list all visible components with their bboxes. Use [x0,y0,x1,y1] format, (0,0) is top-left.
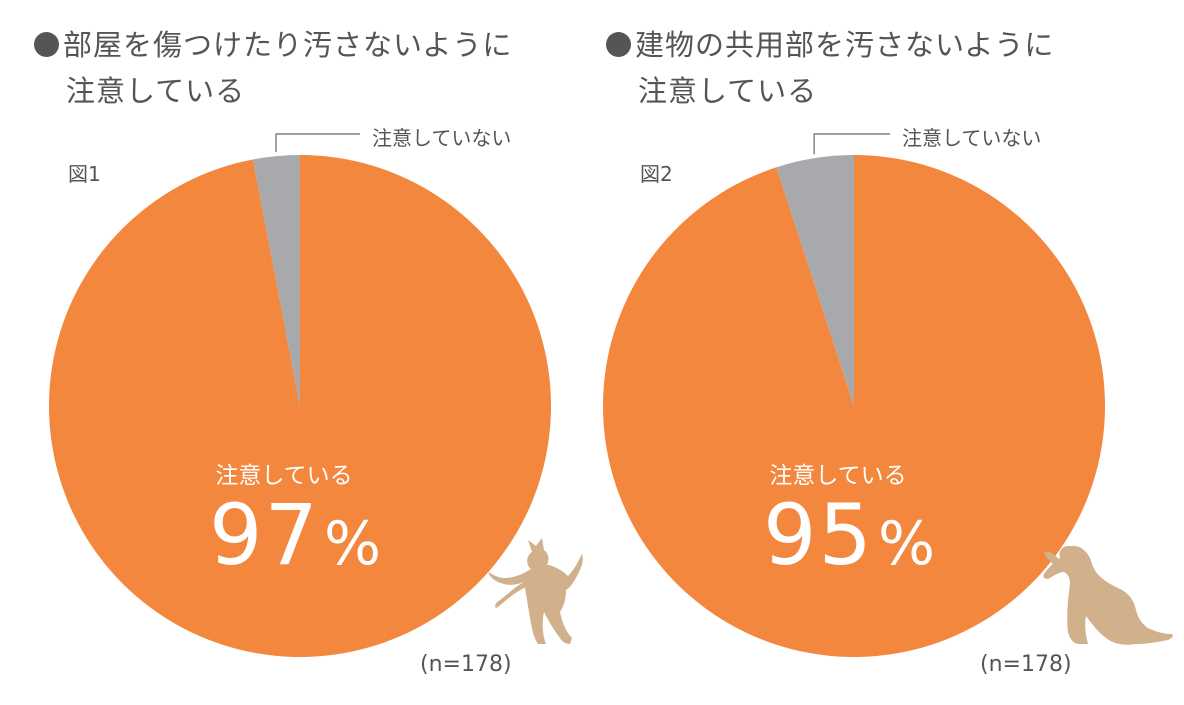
figure-label: 図1 [68,162,101,186]
chart-panel-1: 部屋を傷つけたり汚さないように 注意している 図1 注意していない 注意している… [34,22,583,677]
slice-label-careful: 注意している [215,463,353,489]
bullet-icon [34,32,59,57]
chart-title-line2: 注意している [638,74,818,108]
chart-title-2: 建物の共用部を汚さないように 注意している [606,22,1126,114]
figure-label: 図2 [640,162,673,186]
leader-line [813,133,890,155]
percent-number: 95 [763,486,874,584]
slice-label-not-careful: 注意していない [372,126,512,150]
cat-icon [488,538,583,644]
pie-slice-not-careful [776,155,854,406]
slice-label-not-careful: 注意していない [902,126,1042,150]
slice-label-careful: 注意している [769,463,907,489]
percent-sign: % [323,509,383,579]
chart-panel-2: 建物の共用部を汚さないように 注意している 図2 注意していない 注意している … [592,0,1184,705]
chart-title-line1: 部屋を傷つけたり汚さないように [63,28,513,62]
sample-size: (n=178) [420,652,512,677]
sample-size: (n=178) [980,652,1072,677]
percent-number: 97 [209,486,320,584]
chart-title-line2: 注意している [66,74,246,108]
leader-line [275,133,360,153]
pie-chart-2 [603,133,1105,657]
bullet-icon [606,32,631,57]
percent-sign: % [877,509,937,579]
pie-slice-careful [49,155,552,657]
dog-icon [1043,546,1173,645]
chart-title-line1: 建物の共用部を汚さないように [635,28,1055,62]
percent-value: 95% [670,490,1030,589]
chart-title-1: 部屋を傷つけたり汚さないように 注意している [34,22,554,114]
pie-chart-1 [49,133,552,657]
percent-value: 97% [116,490,476,589]
pie-slice-not-careful [252,155,300,406]
